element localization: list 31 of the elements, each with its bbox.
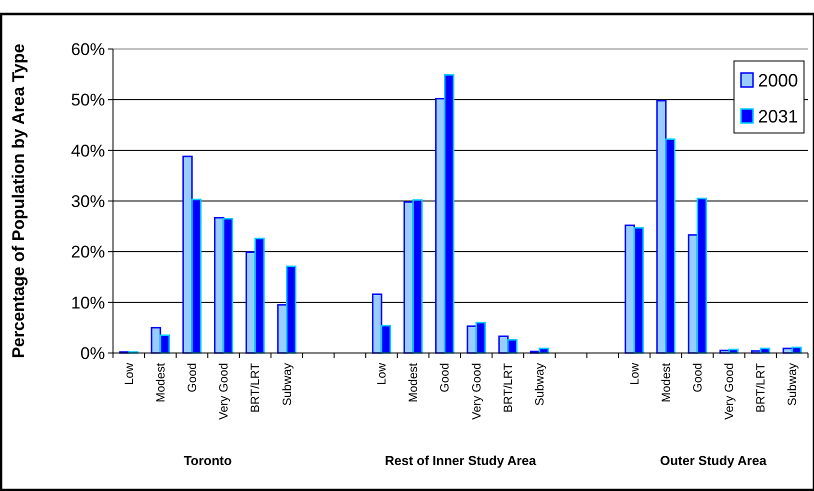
text: Rest of Inner Study Area	[384, 453, 537, 468]
x-tick-label: Very Good	[469, 363, 484, 420]
x-tick-label: Very Good	[216, 363, 231, 420]
y-tick-label: 30%	[70, 192, 105, 211]
x-tick-label: BRT/LRT	[754, 362, 768, 413]
x-tick-label: Good	[184, 363, 199, 392]
y-tick-label: 40%	[70, 141, 105, 160]
x-tick-label: Low	[122, 362, 136, 386]
legend-label: 2031	[758, 106, 798, 126]
x-tick-label: Modest	[658, 362, 673, 402]
x-tick-label: BRT/LRT	[248, 362, 262, 413]
legend-label: 2000	[758, 70, 798, 90]
x-tick-label: Very Good	[722, 363, 736, 420]
x-tick-label: Good	[690, 363, 704, 392]
y-tick-label: 10%	[70, 293, 105, 312]
text: Toronto	[184, 453, 232, 468]
y-tick-label: 50%	[70, 90, 105, 110]
y-tick-label: 0%	[80, 344, 105, 363]
x-tick-label: Low	[627, 362, 642, 386]
y-axis-title: Percentage of Population by Area Type	[9, 44, 28, 358]
x-tick-label: BRT/LRT	[500, 362, 515, 413]
x-tick-label: Subway	[532, 363, 546, 406]
y-tick-label: 60%	[70, 40, 105, 59]
x-tick-label: Modest	[406, 362, 420, 402]
x-tick-label: Good	[438, 363, 452, 392]
x-tick-label: Low	[374, 362, 389, 386]
x-tick-label: Modest	[153, 362, 168, 402]
text: Outer Study Area	[660, 453, 768, 468]
x-tick-label: Subway	[785, 363, 800, 406]
y-tick-label: 20%	[70, 242, 105, 262]
x-tick-label: Subway	[280, 363, 294, 406]
